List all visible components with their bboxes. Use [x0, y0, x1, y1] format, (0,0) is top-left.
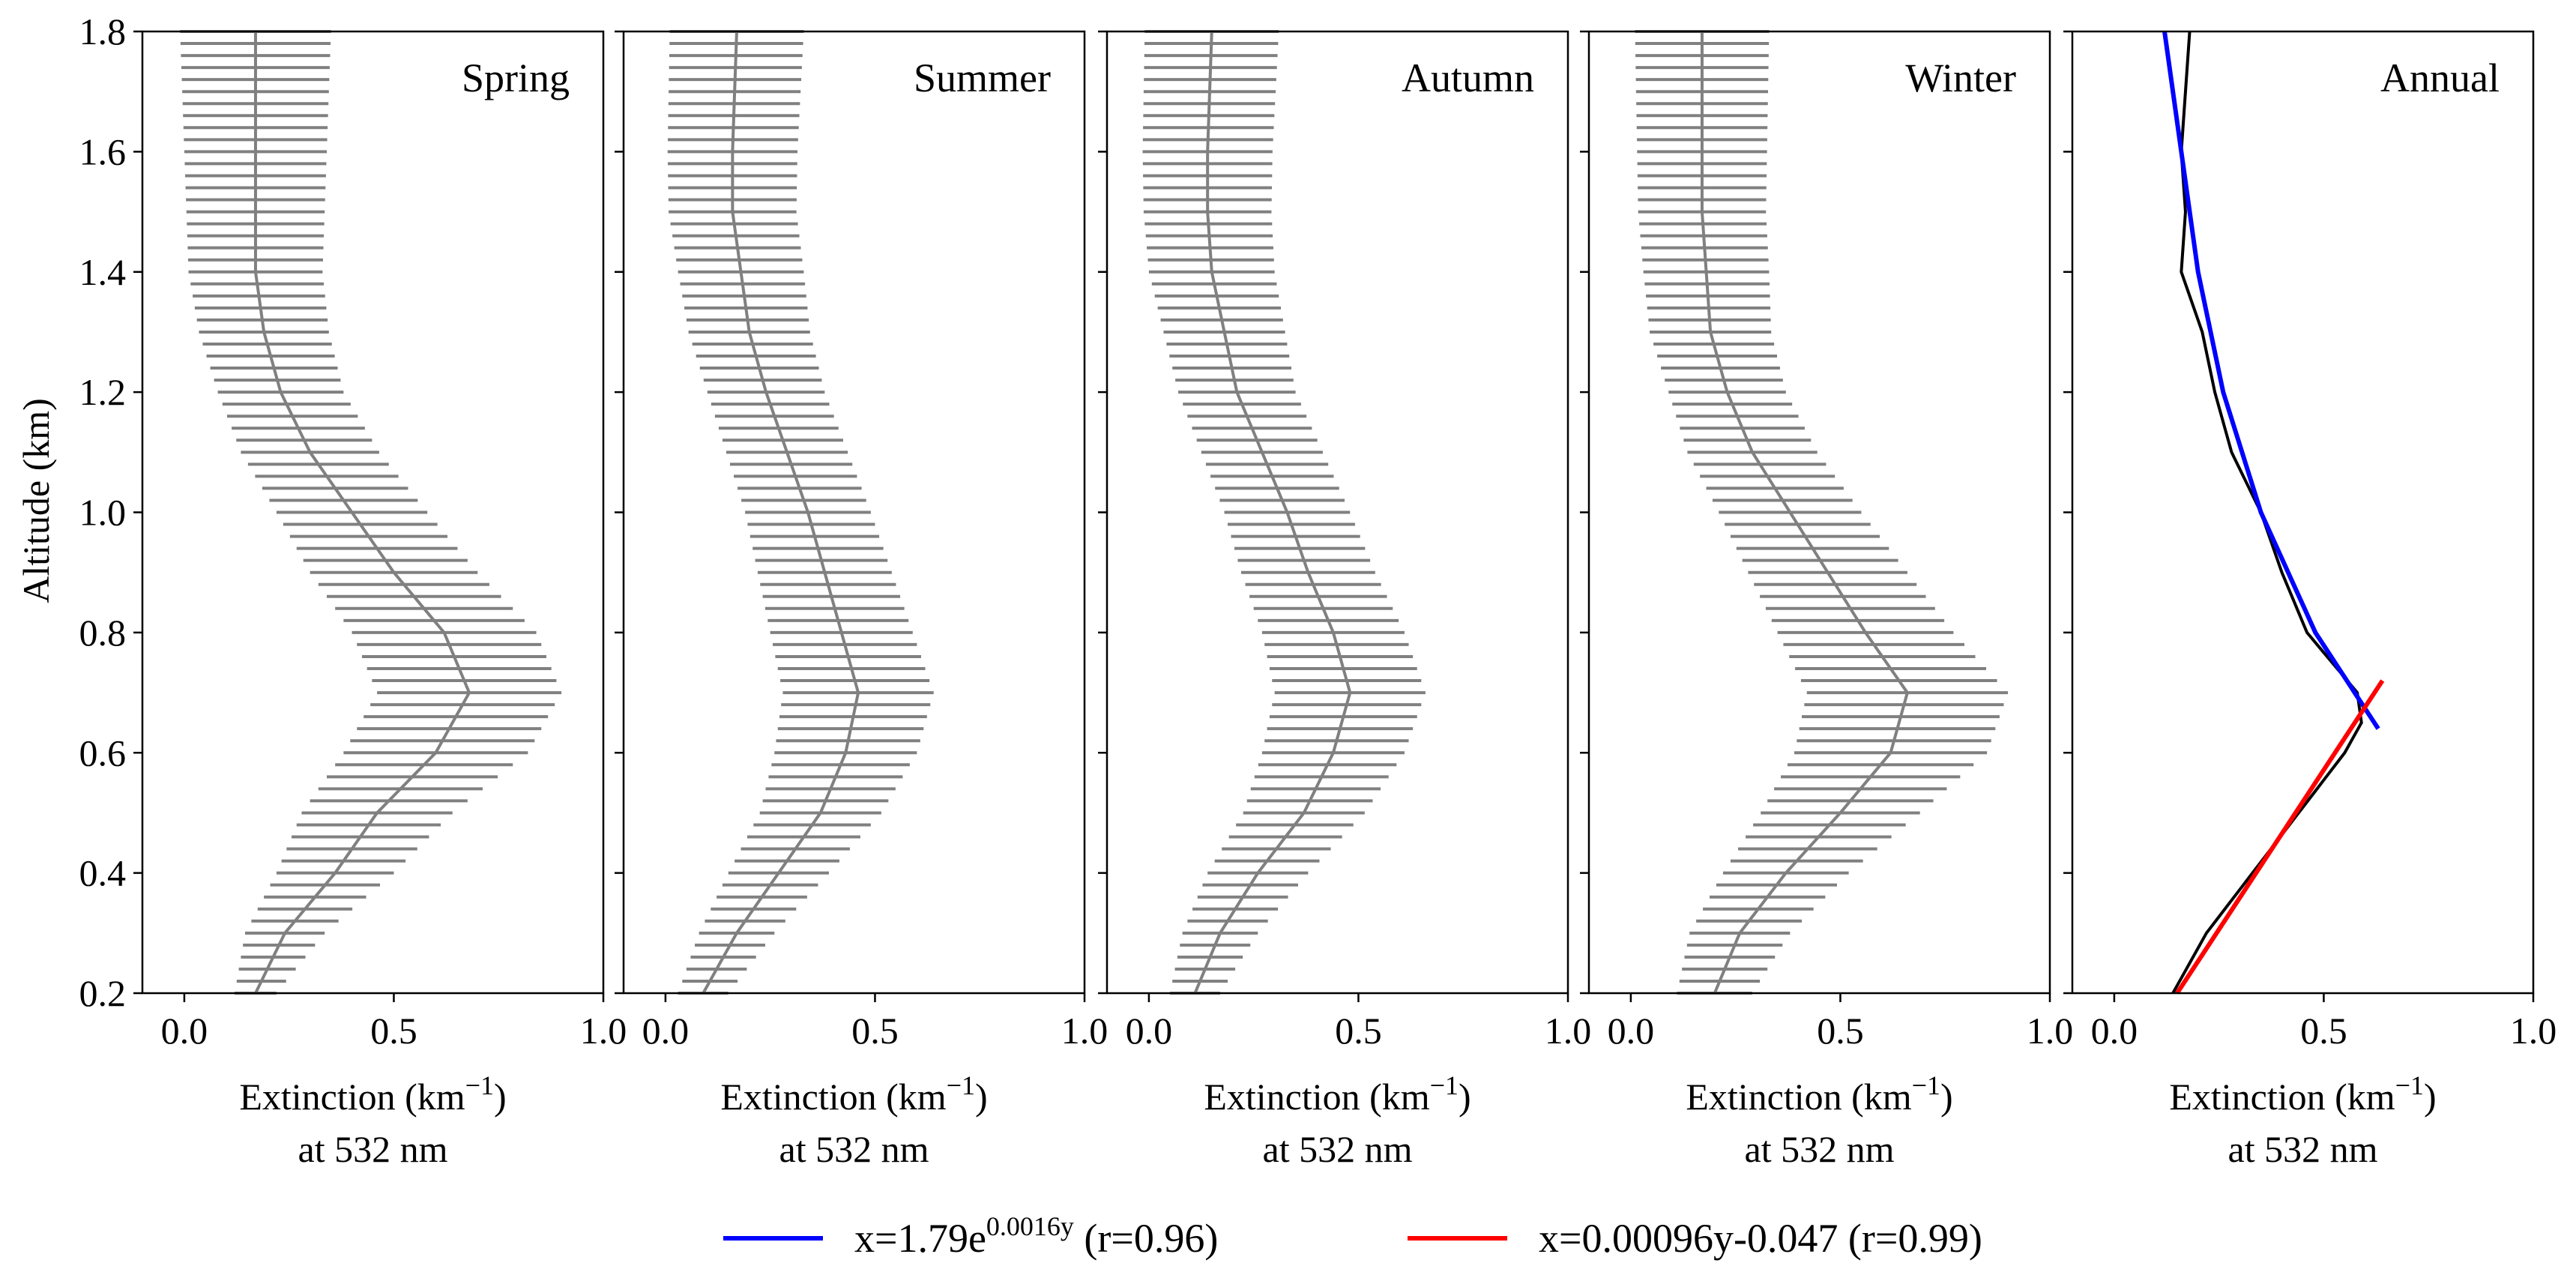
profile-line [1193, 31, 1352, 994]
profile-line [253, 31, 471, 994]
profile-line [1700, 31, 1910, 994]
x-tick-label: 0.5 [851, 1010, 899, 1052]
panel-title: Autumn [1402, 55, 1534, 100]
x-tick-label: 0.5 [1335, 1010, 1382, 1052]
panel-title: Annual [2380, 55, 2500, 100]
x-axis-label: Extinction (km−1) [1686, 1070, 1952, 1118]
panel-annual: 0.0 0.5 1.0 Annual Extinction (km−1) at 532 n… [2063, 30, 2557, 1170]
x-axis-label-line2: at 532 nm [779, 1128, 929, 1170]
x-tick-label: 0.0 [161, 1010, 208, 1052]
x-tick-label: 1.0 [1061, 1010, 1108, 1052]
panel-summer: 0.0 0.5 1.0 Summer Extinction (km−1) at 532 n… [615, 30, 1108, 1170]
panel-title: Spring [462, 55, 570, 100]
y-tick-label: 1.4 [79, 251, 127, 293]
y-tick-label: 0.2 [79, 972, 127, 1014]
x-tick-label: 0.0 [1126, 1010, 1173, 1052]
x-axis-label-line2: at 532 nm [1745, 1128, 1895, 1170]
x-axis-label: Extinction (km−1) [2169, 1070, 2436, 1118]
y-tick-label: 0.6 [79, 732, 127, 774]
x-tick-label: 0.5 [2300, 1010, 2347, 1052]
x-tick-label: 1.0 [1545, 1010, 1592, 1052]
y-tick-label: 0.4 [79, 852, 127, 894]
legend-exp-fit-label: x=1.79e0.0016y (r=0.96) [854, 1211, 1218, 1261]
x-axis-label: Extinction (km−1) [239, 1070, 506, 1118]
exp-fit-line [2162, 31, 2380, 730]
panels: 0.0 0.5 1.0 0.2 0.4 0.6 0.8 1.0 1.2 1.4 1.6 1.8 Spri… [79, 10, 2557, 1170]
panel-frame [2071, 30, 2535, 995]
x-tick-label: 1.0 [580, 1010, 627, 1052]
legend-linear-fit-label: x=0.00096y-0.047 (r=0.99) [1539, 1216, 1982, 1261]
y-tick-label: 1.2 [79, 371, 127, 413]
x-axis-label-line2: at 532 nm [2228, 1128, 2378, 1170]
panel-autumn: 0.0 0.5 1.0 Autumn Extinction (km−1) at 532 n… [1098, 30, 1592, 1170]
x-axis-label-line2: at 532 nm [1263, 1128, 1413, 1170]
linear-fit-line [2175, 679, 2385, 995]
x-tick-label: 1.0 [2510, 1010, 2557, 1052]
y-tick-label: 1.8 [79, 10, 127, 52]
profile-line [2171, 31, 2363, 994]
x-tick-label: 0.0 [642, 1010, 690, 1052]
x-tick-label: 0.0 [2091, 1010, 2138, 1052]
panel-spring: 0.0 0.5 1.0 0.2 0.4 0.6 0.8 1.0 1.2 1.4 1.6 1.8 Spri… [79, 10, 627, 1170]
profile-line [702, 31, 860, 994]
x-axis-label: Extinction (km−1) [720, 1070, 987, 1118]
y-tick-label: 0.8 [79, 612, 127, 654]
y-tick-label: 1.6 [79, 130, 127, 172]
x-tick-label: 0.5 [1817, 1010, 1864, 1052]
x-axis-label: Extinction (km−1) [1204, 1070, 1471, 1118]
legend: x=1.79e0.0016y (r=0.96) x=0.00096y-0.047… [723, 1211, 1982, 1261]
panel-title: Summer [914, 55, 1051, 100]
x-tick-label: 1.0 [2027, 1010, 2074, 1052]
y-axis-label: Altitude (km) [15, 398, 57, 603]
x-tick-label: 0.5 [370, 1010, 417, 1052]
x-axis-label-line2: at 532 nm [298, 1128, 448, 1170]
panel-title: Winter [1905, 55, 2016, 100]
panel-winter: 0.0 0.5 1.0 Winter Extinction (km−1) at 532 n… [1580, 30, 2074, 1170]
x-tick-label: 0.0 [1608, 1010, 1655, 1052]
y-tick-label: 1.0 [79, 492, 127, 534]
